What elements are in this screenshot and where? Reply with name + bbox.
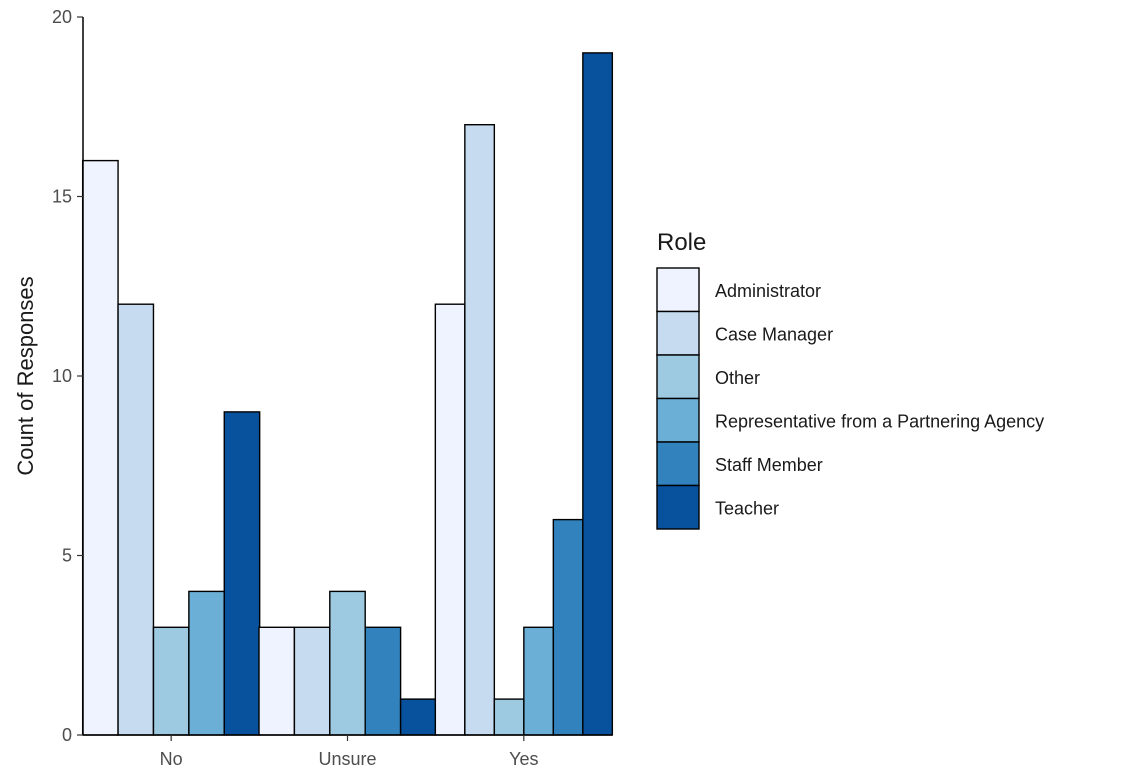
legend-label: Administrator bbox=[715, 281, 821, 301]
legend-swatch bbox=[656, 354, 700, 400]
bar bbox=[223, 411, 261, 736]
bar bbox=[364, 626, 402, 736]
legend-label: Staff Member bbox=[715, 455, 823, 475]
x-tick-label: Yes bbox=[509, 749, 538, 769]
x-tick-label: No bbox=[160, 749, 183, 769]
legend-swatch bbox=[656, 484, 700, 530]
bar bbox=[152, 626, 190, 736]
x-tick-label: Unsure bbox=[318, 749, 376, 769]
bar bbox=[117, 303, 155, 736]
bar bbox=[329, 590, 366, 736]
bar bbox=[523, 626, 555, 736]
bar bbox=[552, 518, 584, 736]
bar bbox=[493, 698, 525, 736]
bar bbox=[188, 590, 225, 736]
bar bbox=[81, 159, 119, 736]
legend-label: Teacher bbox=[715, 498, 779, 518]
legend-title: Role bbox=[657, 229, 706, 256]
legend: Role Administrator Case Manager Other Repre… bbox=[656, 229, 1044, 530]
bars-layer bbox=[81, 52, 614, 736]
legend-label: Case Manager bbox=[715, 324, 833, 344]
bar bbox=[434, 303, 466, 736]
y-axis-title: Count of Responses bbox=[13, 276, 38, 475]
bar bbox=[582, 52, 614, 736]
legend-swatch bbox=[656, 267, 700, 313]
y-tick-label: 10 bbox=[52, 366, 72, 386]
legend-swatch bbox=[656, 397, 700, 443]
legend-swatch bbox=[656, 441, 700, 487]
bar bbox=[399, 698, 437, 736]
y-tick-label: 5 bbox=[62, 546, 72, 566]
y-tick-label: 0 bbox=[62, 725, 72, 745]
bar bbox=[258, 626, 296, 736]
bar bbox=[464, 123, 496, 736]
y-tick-label: 15 bbox=[52, 187, 72, 207]
y-tick-label: 20 bbox=[52, 7, 72, 27]
x-axis-ticks: No Unsure Yes bbox=[160, 735, 539, 769]
legend-label: Representative from a Partnering Agency bbox=[715, 411, 1044, 431]
legend-label: Other bbox=[715, 368, 760, 388]
y-axis-ticks: 0 5 10 15 20 bbox=[52, 7, 83, 745]
legend-swatch bbox=[656, 310, 700, 356]
bar bbox=[293, 626, 331, 736]
